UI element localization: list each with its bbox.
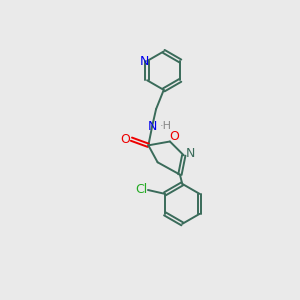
Text: N: N: [185, 146, 195, 160]
Text: N: N: [148, 120, 157, 133]
Text: O: O: [169, 130, 179, 143]
Text: ·H: ·H: [160, 121, 172, 131]
Text: N: N: [139, 55, 149, 68]
Text: Cl: Cl: [136, 183, 148, 196]
Text: O: O: [120, 133, 130, 146]
